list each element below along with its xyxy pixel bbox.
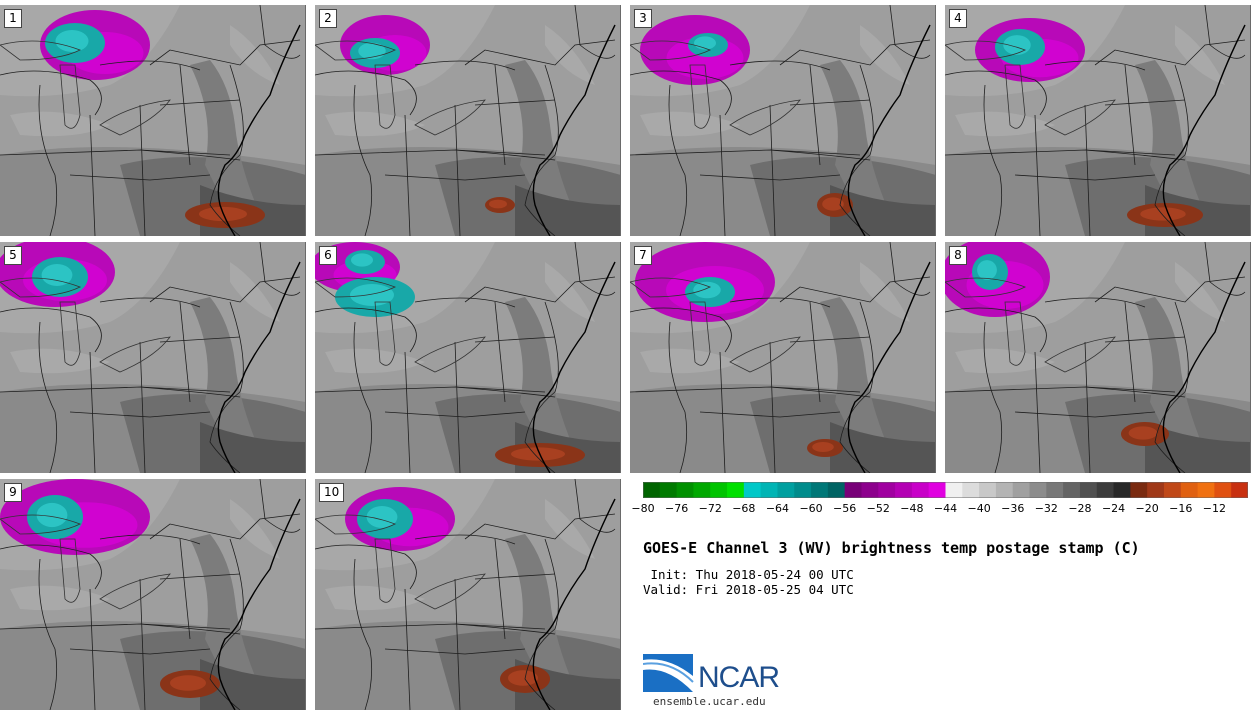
- colorbar-tick-label: −56: [833, 502, 857, 515]
- colorbar-tick-label: −80: [631, 502, 655, 515]
- colorbar-tick-label: −32: [1034, 502, 1058, 515]
- member-panel-1: 1: [0, 5, 306, 236]
- water-vapor-map: [0, 242, 305, 473]
- colorbar-tick-labels: −80 −76 −72 −68 −64 −60 −56 −52 −48 −44 −40 −36 −32−…: [631, 502, 1248, 518]
- figure-title: GOES-E Channel 3 (WV) brightness temp po…: [643, 539, 1140, 557]
- colorbar-tick-label: −20: [1135, 502, 1159, 515]
- colorbar-tick-label: −76: [665, 502, 689, 515]
- colorbar: [643, 482, 1248, 498]
- water-vapor-map: [315, 479, 620, 710]
- member-number-label: 3: [634, 9, 652, 28]
- ncar-wordmark: NCAR: [698, 661, 780, 694]
- colorbar-tick-label: −48: [900, 502, 924, 515]
- member-number-label: 2: [319, 9, 337, 28]
- member-number-label: 7: [634, 246, 652, 265]
- colorbar-swatch: [995, 482, 1014, 498]
- colorbar-swatch: [1231, 482, 1248, 498]
- colorbar-swatch: [844, 482, 862, 498]
- member-number-label: 8: [949, 246, 967, 265]
- colorbar-swatch: [1046, 482, 1064, 498]
- colorbar-tick-label: −60: [799, 502, 823, 515]
- colorbar-swatch: [1180, 482, 1199, 498]
- colorbar-swatch: [861, 482, 879, 498]
- valid-time: Valid: Fri 2018-05-25 04 UTC: [643, 582, 854, 597]
- colorbar-swatch: [878, 482, 896, 498]
- colorbar-swatch: [962, 482, 980, 498]
- colorbar-swatch: [1012, 482, 1031, 498]
- colorbar-tick-label: −64: [765, 502, 790, 515]
- member-number-label: 5: [4, 246, 22, 265]
- member-panel-8: 8: [945, 242, 1251, 473]
- colorbar-swatch: [777, 482, 795, 498]
- member-number-label: 1: [4, 9, 22, 28]
- colorbar-swatch: [945, 482, 963, 498]
- member-number-label: 4: [949, 9, 967, 28]
- member-panel-9: 9: [0, 479, 306, 710]
- colorbar-swatch: [1130, 482, 1148, 498]
- member-panel-10: 10: [315, 479, 621, 710]
- colorbar-tick-label: −40: [967, 502, 991, 515]
- colorbar-swatch: [827, 482, 846, 498]
- colorbar-swatch: [1147, 482, 1165, 498]
- colorbar-swatch: [1214, 482, 1232, 498]
- colorbar-swatch: [1163, 482, 1182, 498]
- colorbar-swatch: [760, 482, 778, 498]
- colorbar-swatch: [643, 482, 661, 498]
- water-vapor-map: [0, 479, 305, 710]
- colorbar-tick-label: −28: [1068, 502, 1092, 515]
- member-number-label: 10: [319, 483, 345, 502]
- member-panel-4: 4: [945, 5, 1251, 236]
- member-panel-3: 3: [630, 5, 936, 236]
- member-number-label: 9: [4, 483, 22, 502]
- colorbar-swatch: [911, 482, 930, 498]
- water-vapor-map: [315, 242, 620, 473]
- colorbar-swatch: [1197, 482, 1215, 498]
- colorbar-swatch: [1079, 482, 1098, 498]
- site-url: ensemble.ucar.edu: [653, 695, 766, 708]
- member-panel-6: 6: [315, 242, 621, 473]
- member-panel-7: 7: [630, 242, 936, 473]
- water-vapor-map: [630, 242, 935, 473]
- colorbar-swatch: [676, 482, 694, 498]
- colorbar-swatch: [794, 482, 812, 498]
- colorbar-tick-label: −52: [866, 502, 890, 515]
- colorbar-tick-label: −68: [732, 502, 756, 515]
- colorbar-tick-label: −72: [698, 502, 722, 515]
- colorbar-tick-label: −16: [1169, 502, 1193, 515]
- colorbar-swatch: [979, 482, 997, 498]
- colorbar-tick-label: −24: [1101, 502, 1126, 515]
- colorbar-tick-label: −12: [1202, 502, 1226, 515]
- colorbar-swatch: [1096, 482, 1115, 498]
- water-vapor-map: [630, 5, 935, 236]
- colorbar-swatch: [811, 482, 829, 498]
- colorbar-swatch: [895, 482, 913, 498]
- colorbar-swatch: [743, 482, 762, 498]
- colorbar-swatch: [727, 482, 745, 498]
- colorbar-swatch: [1029, 482, 1047, 498]
- water-vapor-map: [945, 242, 1250, 473]
- init-time: Init: Thu 2018-05-24 00 UTC: [643, 567, 854, 582]
- colorbar-tick-label: −36: [1001, 502, 1025, 515]
- colorbar-swatch: [928, 482, 946, 498]
- water-vapor-map: [945, 5, 1250, 236]
- water-vapor-map: [0, 5, 305, 236]
- member-panel-2: 2: [315, 5, 621, 236]
- colorbar-swatch: [1063, 482, 1081, 498]
- water-vapor-map: [315, 5, 620, 236]
- member-panel-5: 5: [0, 242, 306, 473]
- colorbar-swatch: [1113, 482, 1131, 498]
- colorbar-swatch: [710, 482, 728, 498]
- colorbar-swatch: [659, 482, 678, 498]
- ncar-logo-icon: [643, 654, 694, 692]
- colorbar-swatch: [693, 482, 711, 498]
- colorbar-tick-label: −44: [933, 502, 958, 515]
- member-number-label: 6: [319, 246, 337, 265]
